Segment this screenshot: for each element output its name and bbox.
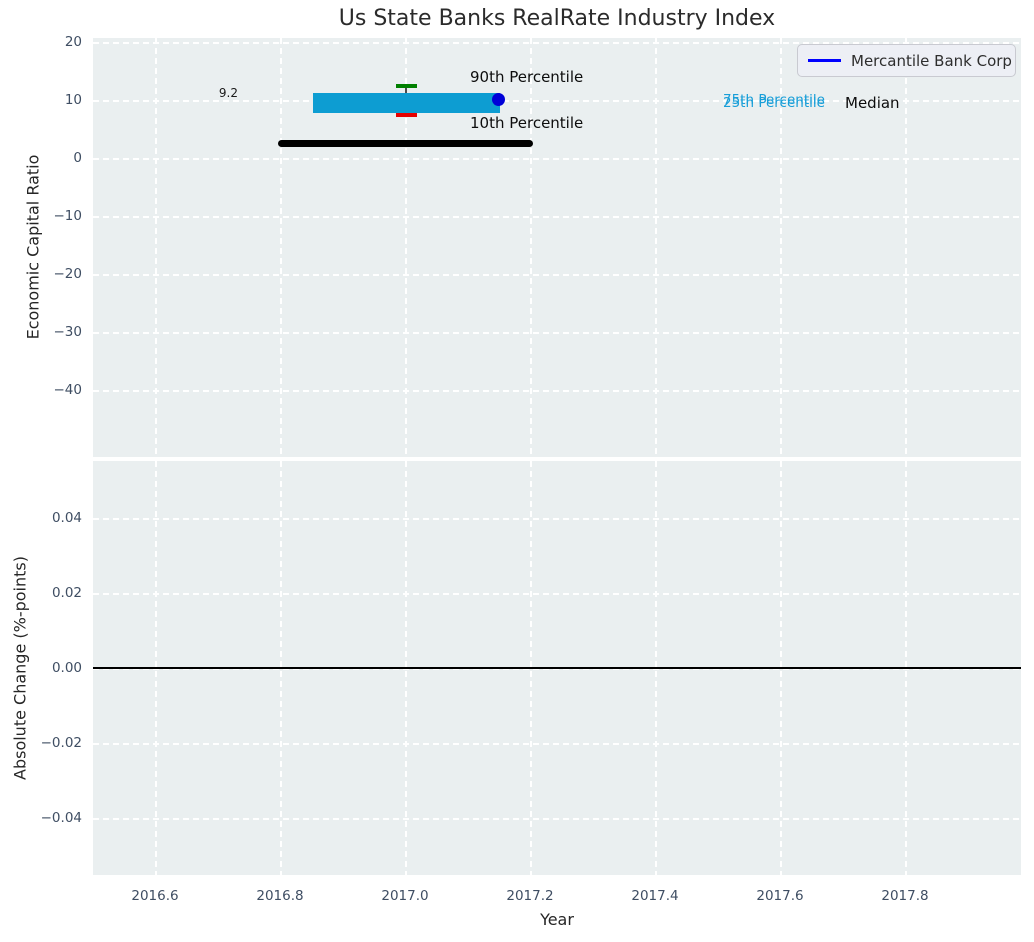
ytick-top: 10 [64,92,82,108]
annotation-75th-percentile: 75th Percentile [723,92,825,108]
annotation-10th-percentile: 10th Percentile [470,114,584,132]
company-data-point [492,93,505,106]
ytick-top: −40 [53,382,83,398]
gridline-v [530,38,532,457]
gridline-h [93,518,1021,520]
annotation-median: Median [845,94,900,112]
gridline-h [93,390,1021,392]
top-axes: 90th Percentile 10th Percentile 75th Per… [93,38,1021,457]
p90-cap-mark [396,84,417,88]
xtick: 2017.2 [506,888,554,904]
legend-line-sample [808,59,841,62]
gridline-h [93,100,1021,102]
ytick-bottom: −0.02 [40,735,82,751]
annotation-90th-percentile: 90th Percentile [470,68,584,86]
gridline-h [93,332,1021,334]
gridline-v [155,38,157,457]
xtick: 2017.8 [881,888,929,904]
ytick-top: −20 [53,266,83,282]
gridline-v [280,38,282,457]
ytick-top: −10 [53,208,83,224]
median-line-mark [278,140,533,147]
p10-cap-mark [396,113,417,117]
gridline-h [93,216,1021,218]
gridline-h [93,42,1021,44]
gridline-h [93,743,1021,745]
legend-box: Mercantile Bank Corp [797,44,1016,77]
gridline-h [93,158,1021,160]
xtick: 2017.6 [756,888,804,904]
xtick: 2017.4 [631,888,679,904]
xtick: 2017.0 [381,888,429,904]
ytick-top: 20 [64,34,82,50]
legend-label: Mercantile Bank Corp [851,51,1012,70]
bottom-axes [93,461,1021,875]
ytick-bottom: 0.02 [51,585,82,601]
annotation-25th-percentile: 25th Percentile [723,95,825,111]
xtick: 2016.8 [256,888,304,904]
xaxis-label: Year [540,910,574,929]
ytick-bottom: −0.04 [40,810,82,826]
bottom-ylabel: Absolute Change (%-points) [10,556,30,780]
ytick-top: 0 [73,150,82,166]
ytick-bottom: 0.04 [51,510,82,526]
ytick-bottom: 0.00 [51,660,82,676]
gridline-h [93,593,1021,595]
iqr-band-mark [313,93,500,113]
gridline-v [655,38,657,457]
gridline-v [780,38,782,457]
zero-change-line [93,667,1021,669]
gridline-v [905,38,907,457]
xtick: 2016.6 [131,888,179,904]
chart-title: Us State Banks RealRate Industry Index [338,6,776,31]
ytick-top: −30 [53,324,83,340]
median-value-label: 9.2 [218,86,238,100]
gridline-h [93,274,1021,276]
gridline-v [405,38,407,457]
top-ylabel: Economic Capital Ratio [23,154,43,340]
gridline-h [93,818,1021,820]
